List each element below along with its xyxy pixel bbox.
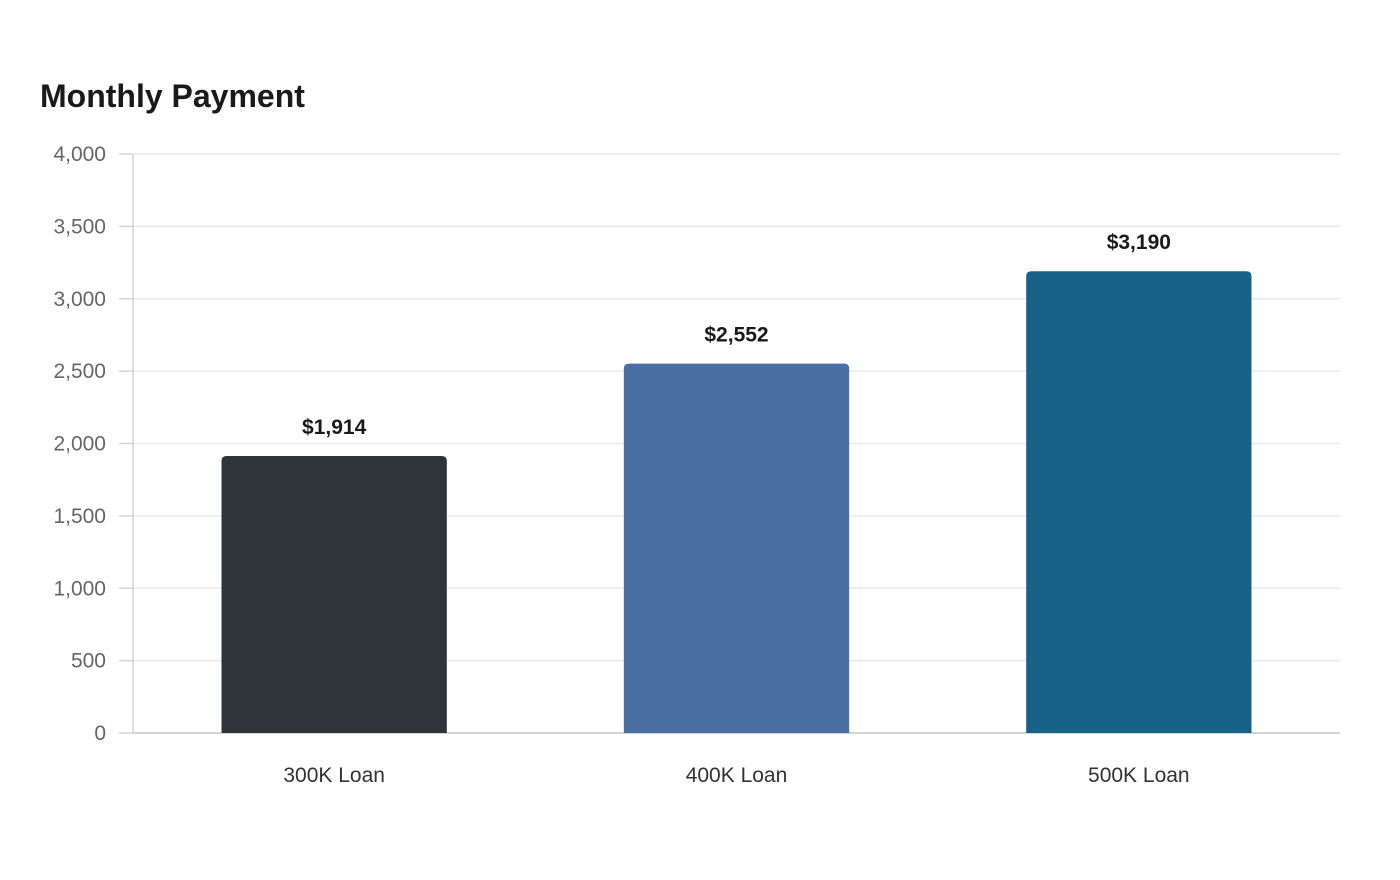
bar-3[interactable] — [1026, 271, 1252, 733]
y-tick-label: 3,500 — [53, 215, 106, 238]
y-tick-label: 0 — [94, 722, 106, 745]
y-tick-label: 2,000 — [53, 433, 106, 456]
data-label-3: $3,190 — [1107, 231, 1171, 254]
chart-title: Monthly Payment — [40, 78, 305, 114]
bar-1[interactable] — [221, 455, 447, 733]
y-tick-label: 3,000 — [53, 288, 106, 311]
data-label-1: $1,914 — [302, 416, 367, 439]
x-category-label-2: 400K Loan — [686, 764, 788, 787]
data-labels: $1,914 $2,552 $3,190 — [302, 231, 1171, 439]
x-category-label-1: 300K Loan — [283, 764, 385, 787]
bars — [221, 271, 1252, 733]
data-label-2: $2,552 — [704, 324, 768, 347]
x-category-label-3: 500K Loan — [1088, 764, 1190, 787]
y-axis-ticks: 0 500 1,000 1,500 2,000 2,500 3,000 3,500 4,000 — [53, 143, 133, 745]
y-tick-label: 500 — [71, 650, 106, 673]
x-axis-categories: 300K Loan 400K Loan 500K Loan — [283, 764, 1189, 787]
y-tick-label: 2,500 — [53, 360, 106, 383]
y-tick-label: 1,500 — [53, 505, 106, 528]
y-tick-label: 4,000 — [53, 143, 106, 166]
bar-2[interactable] — [623, 363, 850, 733]
y-tick-label: 1,000 — [53, 577, 106, 600]
